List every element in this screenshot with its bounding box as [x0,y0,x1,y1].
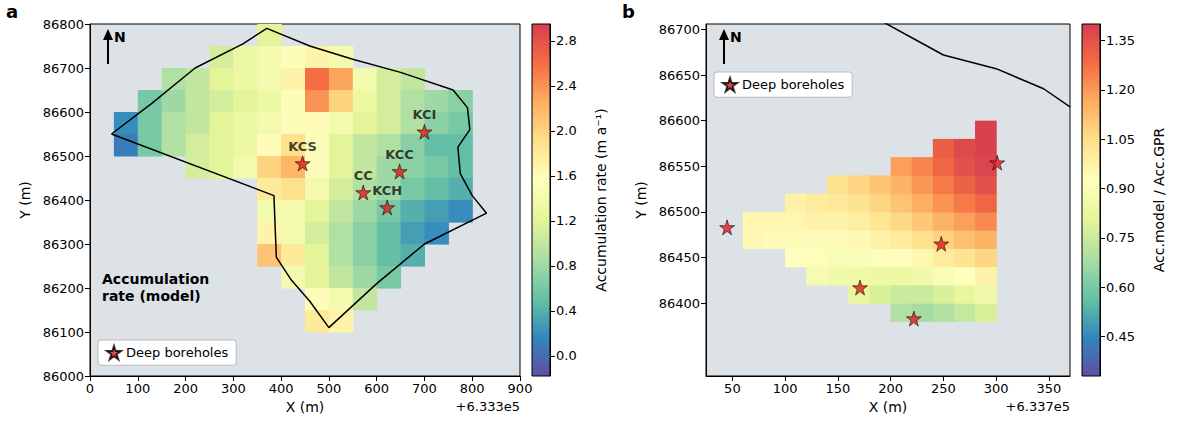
svg-text:250: 250 [931,381,956,396]
svg-text:1.05: 1.05 [1106,132,1135,147]
svg-text:Deep boreholes: Deep boreholes [742,77,844,92]
svg-text:86400: 86400 [659,296,700,311]
svg-text:86700: 86700 [43,61,84,76]
svg-text:0.8: 0.8 [556,258,577,273]
svg-text:100: 100 [125,381,150,396]
svg-text:86600: 86600 [43,105,84,120]
svg-text:0.45: 0.45 [1106,329,1135,344]
svg-text:0: 0 [86,381,94,396]
svg-text:350: 350 [1036,381,1061,396]
svg-text:50: 50 [724,381,741,396]
svg-text:300: 300 [221,381,246,396]
svg-text:0.75: 0.75 [1106,230,1135,245]
svg-text:a: a [6,1,18,22]
svg-text:0.60: 0.60 [1106,280,1135,295]
svg-text:Accumulation rate (m a⁻¹): Accumulation rate (m a⁻¹) [593,108,609,291]
svg-text:100: 100 [773,381,798,396]
svg-text:86400: 86400 [43,193,84,208]
svg-text:2.0: 2.0 [556,123,577,138]
svg-text:X (m): X (m) [286,399,325,415]
svg-text:0.0: 0.0 [556,348,577,363]
svg-text:KCH: KCH [372,183,402,198]
svg-text:rate (model): rate (model) [102,288,201,304]
svg-text:Y (m): Y (m) [17,181,33,220]
svg-text:700: 700 [412,381,437,396]
svg-text:+6.333e5: +6.333e5 [456,399,520,414]
svg-text:86800: 86800 [43,17,84,32]
svg-text:400: 400 [269,381,294,396]
svg-text:600: 600 [364,381,389,396]
svg-text:86700: 86700 [659,22,700,37]
svg-text:86300: 86300 [43,237,84,252]
svg-text:KCS: KCS [288,139,317,154]
svg-text:150: 150 [825,381,850,396]
svg-text:200: 200 [173,381,198,396]
svg-text:86450: 86450 [659,250,700,265]
svg-text:X (m): X (m) [869,399,908,415]
svg-text:KCI: KCI [413,107,437,122]
svg-text:300: 300 [984,381,1009,396]
svg-text:Acc.model / Acc.GPR: Acc.model / Acc.GPR [1151,127,1167,272]
svg-text:800: 800 [460,381,485,396]
svg-text:86500: 86500 [43,149,84,164]
svg-text:N: N [730,29,742,45]
svg-text:Deep boreholes: Deep boreholes [126,345,228,360]
svg-text:2.4: 2.4 [556,78,577,93]
svg-text:86000: 86000 [43,369,84,384]
svg-text:86650: 86650 [659,68,700,83]
svg-text:86600: 86600 [659,113,700,128]
svg-text:Y (m): Y (m) [633,181,649,220]
svg-text:KCC: KCC [385,147,414,162]
svg-text:1.35: 1.35 [1106,33,1135,48]
svg-text:CC: CC [354,168,373,183]
svg-text:2.8: 2.8 [556,33,577,48]
svg-text:86100: 86100 [43,325,84,340]
svg-text:500: 500 [316,381,341,396]
svg-text:86500: 86500 [659,204,700,219]
svg-text:b: b [622,1,635,22]
svg-text:N: N [114,29,126,45]
svg-text:0.90: 0.90 [1106,181,1135,196]
svg-text:0.4: 0.4 [556,303,577,318]
svg-text:86200: 86200 [43,281,84,296]
svg-text:+6.337e5: +6.337e5 [1006,399,1070,414]
svg-text:1.6: 1.6 [556,168,577,183]
svg-text:1.2: 1.2 [556,213,577,228]
svg-text:1.20: 1.20 [1106,82,1135,97]
svg-text:200: 200 [878,381,903,396]
svg-text:Accumulation: Accumulation [102,271,209,287]
svg-text:900: 900 [508,381,533,396]
svg-text:86550: 86550 [659,159,700,174]
